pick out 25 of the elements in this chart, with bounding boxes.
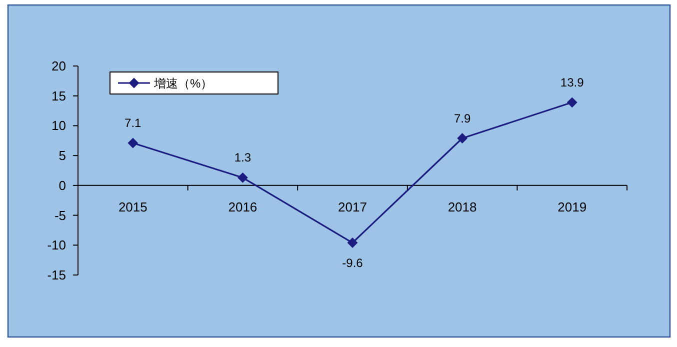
data-label: 7.1 [124, 116, 142, 130]
data-label: 7.9 [454, 111, 471, 126]
legend: 增速（%） [110, 72, 278, 94]
y-tick-label: 15 [52, 88, 66, 104]
y-tick-label: -10 [47, 238, 66, 253]
data-label: -9.6 [342, 256, 364, 270]
y-tick-label: -5 [54, 208, 66, 223]
y-tick-label: -15 [47, 268, 66, 282]
x-tick-label: 2015 [118, 199, 148, 214]
point [457, 133, 468, 144]
point [567, 97, 578, 108]
data-label: 1.3 [234, 150, 252, 165]
point [128, 138, 138, 148]
point [348, 238, 358, 248]
legend-label: 增速（%） [153, 76, 213, 90]
y-tick-label: 10 [52, 118, 66, 134]
point [238, 172, 248, 183]
y-tick-label: 0 [58, 178, 66, 193]
x-tick-label: 2016 [228, 199, 258, 214]
x-tick-label: 2017 [338, 199, 367, 214]
x-tick-label: 2018 [448, 199, 477, 214]
data-label: 13.9 [560, 75, 584, 90]
y-tick-label: 5 [58, 148, 66, 164]
y-tick-label: 20 [52, 58, 66, 74]
x-tick-label: 2019 [558, 199, 587, 214]
